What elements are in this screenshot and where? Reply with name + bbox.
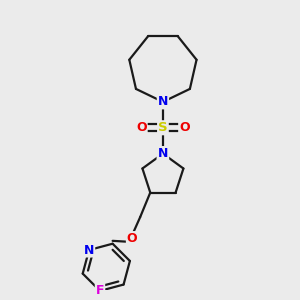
Text: F: F bbox=[96, 284, 104, 297]
Text: N: N bbox=[158, 147, 168, 160]
Text: N: N bbox=[158, 147, 168, 160]
Text: O: O bbox=[136, 121, 147, 134]
Text: O: O bbox=[127, 232, 137, 245]
Text: N: N bbox=[84, 244, 94, 256]
Text: N: N bbox=[158, 95, 168, 108]
Text: O: O bbox=[179, 121, 190, 134]
Text: S: S bbox=[158, 121, 168, 134]
